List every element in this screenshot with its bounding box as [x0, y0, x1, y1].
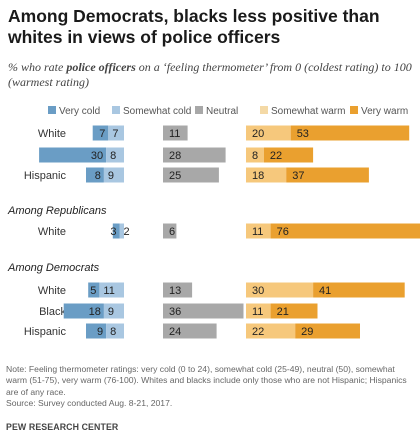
group-label: Among Republicans: [7, 205, 107, 217]
value-label-somewhat-cold: 11: [103, 285, 114, 297]
value-label-neutral: 28: [169, 150, 181, 162]
bar-somewhat-cold: [108, 125, 124, 141]
value-label-somewhat-warm: 18: [252, 170, 264, 182]
bar-somewhat-cold: [106, 147, 124, 163]
bar-very-warm: [313, 282, 405, 298]
legend-label-very_cold: Very cold: [59, 106, 100, 117]
bar-neutral: [163, 125, 188, 141]
subtitle-post: on a ‘feeling thermometer’ from 0 (colde…: [8, 60, 412, 89]
chart-subtitle: % who rate police officers on a ‘feeling…: [8, 60, 412, 90]
bar-very-cold: [39, 147, 107, 163]
bar-very-warm: [295, 323, 360, 339]
bar-very-cold: [92, 125, 109, 141]
bar-somewhat-warm: [246, 303, 271, 319]
value-label-somewhat-warm: 22: [252, 326, 264, 338]
value-label-very-warm: 37: [292, 170, 304, 182]
bar-somewhat-warm: [246, 223, 271, 239]
legend-swatch-neutral: [195, 106, 203, 114]
value-label-somewhat-cold: 9: [108, 170, 114, 182]
bar-somewhat-warm: [246, 167, 287, 183]
legend-swatch-somewhat_warm: [260, 106, 268, 114]
value-label-very-warm: 22: [270, 150, 282, 162]
value-label-very-cold: 5: [90, 285, 96, 297]
subtitle-bold: police officers: [66, 60, 136, 74]
brand-label: PEW RESEARCH CENTER: [6, 422, 119, 432]
row-label: Hispanic: [24, 170, 67, 182]
chart-title: Among Democrats, blacks less positive th…: [8, 6, 380, 47]
value-label-very-warm: 76: [277, 226, 289, 238]
value-label-neutral: 36: [169, 306, 181, 318]
value-label-neutral: 13: [169, 285, 181, 297]
value-label-very-cold: 30: [91, 150, 103, 162]
note-text: Note: Feeling thermometer ratings: very …: [6, 364, 407, 397]
bar-neutral: [163, 147, 226, 163]
legend-label-neutral: Neutral: [206, 106, 238, 117]
value-label-somewhat-warm: 11: [252, 226, 263, 238]
bar-very-cold: [112, 223, 120, 239]
bar-very-warm: [270, 223, 420, 239]
bar-very-warm: [286, 167, 369, 183]
value-label-very-warm: 21: [277, 306, 289, 318]
bar-neutral: [163, 323, 217, 339]
value-label-somewhat-warm: 8: [252, 150, 258, 162]
chart-note: Note: Feeling thermometer ratings: very …: [6, 364, 416, 410]
legend-swatch-somewhat_cold: [112, 106, 120, 114]
stacked-bar-chart: Very cold Somewhat cold Neutral Somewhat wa…: [7, 106, 420, 339]
value-label-neutral: 11: [169, 128, 180, 140]
bar-very-cold: [86, 167, 104, 183]
bar-somewhat-warm: [246, 147, 264, 163]
bar-very-cold: [63, 303, 104, 319]
value-label-neutral: 25: [169, 170, 181, 182]
value-label-somewhat-warm: 20: [252, 128, 264, 140]
value-label-very-cold: 8: [95, 170, 101, 182]
value-label-neutral: 24: [169, 326, 181, 338]
bar-somewhat-cold: [119, 223, 124, 239]
value-label-somewhat-warm: 11: [252, 306, 263, 318]
bar-very-cold: [88, 282, 100, 298]
row-label: Hispanic: [24, 326, 67, 338]
value-label-very-warm: 29: [301, 326, 313, 338]
value-label-very-cold: 3: [110, 226, 116, 238]
bar-neutral: [163, 223, 177, 239]
bar-neutral: [163, 303, 244, 319]
bar-neutral: [163, 167, 219, 183]
bar-somewhat-cold: [99, 282, 124, 298]
value-label-very-warm: 53: [297, 128, 309, 140]
source-text: Source: Survey conducted Aug. 8-21, 2017…: [6, 398, 173, 409]
legend-swatch-very_warm: [350, 106, 358, 114]
value-label-somewhat-cold: 8: [110, 326, 116, 338]
legend-label-very_warm: Very warm: [361, 106, 408, 117]
row-label: White: [38, 128, 66, 140]
row-label: White: [38, 285, 66, 297]
legend-swatch-very_cold: [48, 106, 56, 114]
value-label-somewhat-cold: 2: [124, 226, 130, 238]
bar-very-warm: [290, 125, 410, 141]
value-label-somewhat-warm: 30: [252, 285, 264, 297]
legend-label-somewhat_warm: Somewhat warm: [271, 106, 345, 117]
bar-somewhat-warm: [246, 125, 291, 141]
bar-somewhat-cold: [103, 303, 124, 319]
legend-label-somewhat_cold: Somewhat cold: [123, 106, 191, 117]
subtitle-pre: % who rate: [8, 60, 67, 74]
value-label-very-cold: 18: [89, 306, 101, 318]
bar-somewhat-warm: [246, 282, 313, 298]
value-label-very-warm: 41: [319, 285, 331, 297]
bar-very-warm: [263, 147, 314, 163]
bar-very-warm: [270, 303, 318, 319]
bar-neutral: [163, 282, 193, 298]
bar-somewhat-cold: [103, 167, 124, 183]
bar-somewhat-warm: [246, 323, 296, 339]
value-label-very-cold: 9: [97, 326, 103, 338]
row-label: Black: [39, 306, 66, 318]
value-label-neutral: 6: [169, 226, 175, 238]
value-label-very-cold: 7: [99, 128, 105, 140]
value-label-somewhat-cold: 7: [112, 128, 118, 140]
row-label: White: [38, 226, 66, 238]
group-label: Among Democrats: [7, 262, 100, 274]
value-label-somewhat-cold: 9: [108, 306, 114, 318]
value-label-somewhat-cold: 8: [110, 150, 116, 162]
bar-somewhat-cold: [106, 323, 124, 339]
bar-very-cold: [86, 323, 107, 339]
